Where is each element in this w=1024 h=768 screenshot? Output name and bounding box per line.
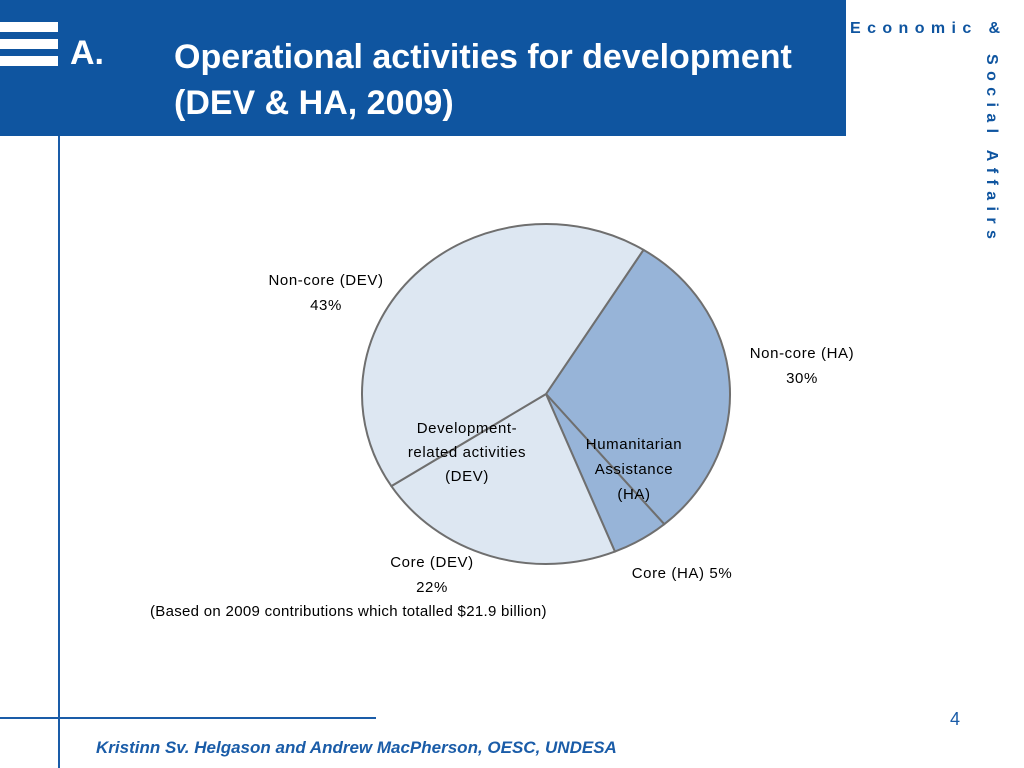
label-core-ha-value: 5% — [709, 565, 732, 582]
group-label-ha-line1: Humanitarian — [586, 436, 682, 453]
label-noncore-dev-name: Non-core (DEV) — [268, 272, 383, 289]
label-core-dev-name: Core (DEV) — [390, 554, 474, 571]
slide-title-line2: (DEV & HA, 2009) — [174, 84, 454, 122]
logo-icon — [0, 22, 58, 73]
label-noncore-ha-value: 30% — [786, 370, 818, 387]
brand-text-side: Social Affairs — [983, 54, 1000, 246]
footer-credit: Kristinn Sv. Helgason and Andrew MacPher… — [96, 738, 617, 757]
group-label-ha-line3: (HA) — [617, 486, 650, 503]
label-core-ha-name: Core (HA) — [632, 565, 705, 582]
slide-title-line1: Operational activities for development — [174, 38, 792, 76]
label-noncore-ha-name: Non-core (HA) — [750, 345, 855, 362]
horizontal-rule — [0, 717, 376, 719]
group-label-dev-line2: related activities — [408, 444, 526, 461]
slide-label: A. — [70, 34, 104, 72]
label-core-dev-value: 22% — [416, 579, 448, 596]
slice-noncore-dev — [361, 223, 645, 488]
slice-core-dev — [390, 393, 616, 565]
chart-note: (Based on 2009 contributions which total… — [150, 603, 547, 620]
slice-noncore-ha — [545, 248, 731, 526]
brand-box — [846, 0, 1024, 240]
slide-title: Operational activities for development (… — [174, 34, 854, 126]
vertical-rule — [58, 136, 60, 768]
page-number: 4 — [950, 709, 961, 729]
group-label-ha-line2: Assistance — [595, 461, 674, 478]
group-label-dev-line3: (DEV) — [445, 468, 489, 485]
group-label-dev-line1: Development- — [417, 420, 518, 437]
label-noncore-dev-value: 43% — [310, 297, 342, 314]
label-core-ha: Core (HA) 5% — [632, 565, 733, 582]
brand-text-top: Economic & — [850, 20, 1007, 37]
